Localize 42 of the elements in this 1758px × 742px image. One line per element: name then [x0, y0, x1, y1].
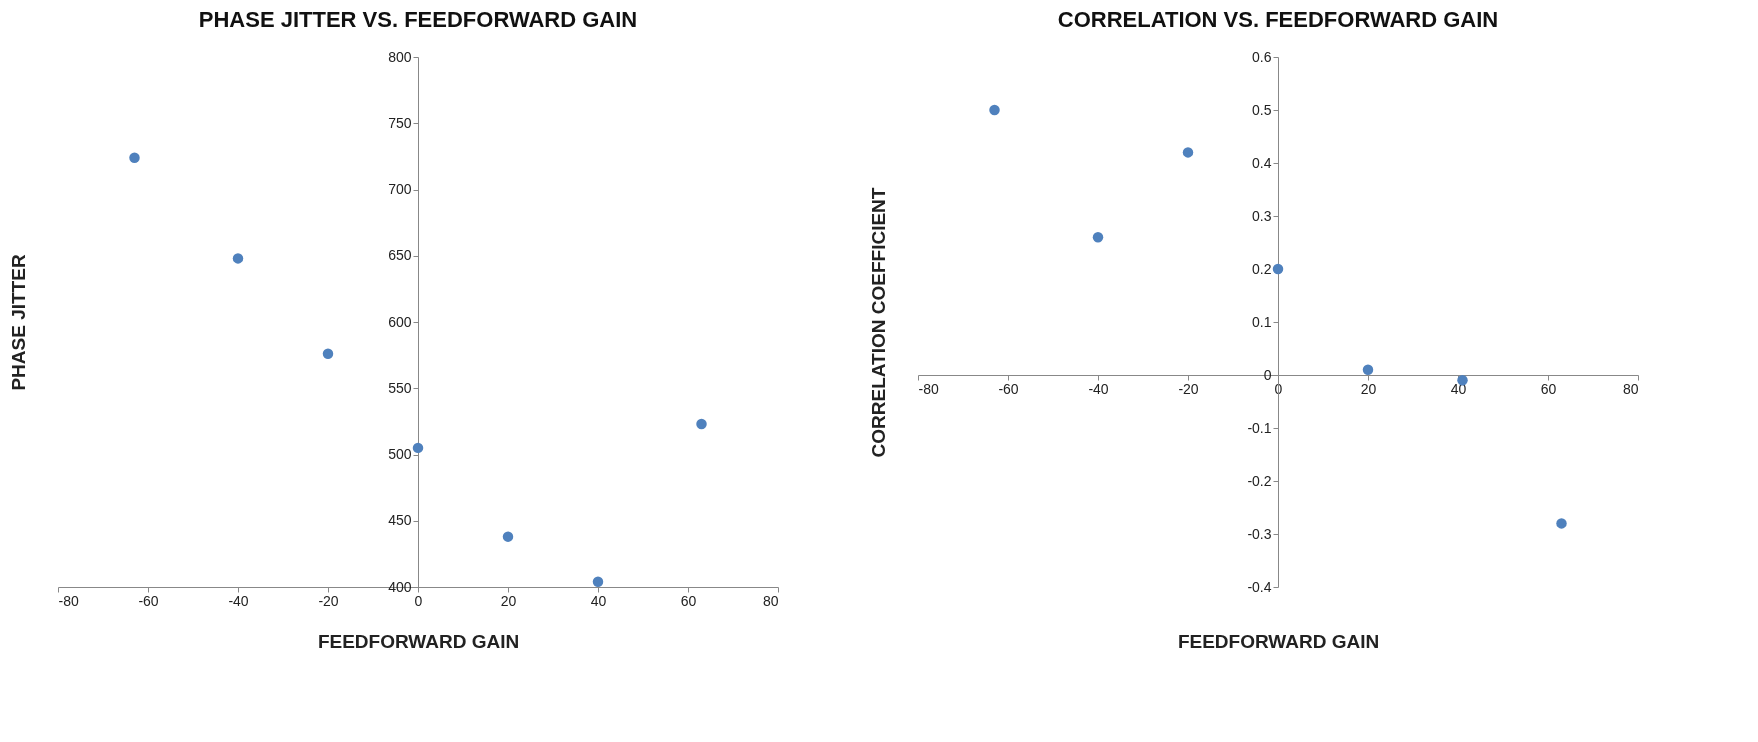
y-tick-label: 650 — [388, 247, 412, 264]
y-tick-label: 550 — [388, 379, 412, 396]
x-tick-label: 60 — [680, 592, 697, 609]
y-tick-label: 0.2 — [1252, 260, 1272, 277]
x-tick-label: 20 — [500, 592, 517, 609]
y-tick-label: -0.2 — [1247, 472, 1272, 489]
x-tick-label: -40 — [1088, 380, 1109, 397]
y-axis-title: CORRELATION COEFFICIENT — [867, 187, 889, 458]
x-tick-label: -20 — [318, 592, 339, 609]
x-tick-label: 80 — [762, 592, 779, 609]
x-tick-label: -40 — [228, 592, 249, 609]
x-axis-title: FEEDFORWARD GAIN — [317, 630, 520, 652]
y-tick-label: 450 — [388, 512, 412, 529]
chart-title: CORRELATION VS. FEEDFORWARD GAIN — [1057, 7, 1499, 32]
y-tick-label: 0.5 — [1252, 101, 1272, 118]
y-tick-label: -0.3 — [1247, 525, 1272, 542]
x-tick-label: 60 — [1540, 380, 1557, 397]
y-tick-label: 0.4 — [1252, 154, 1272, 171]
y-tick-label: 700 — [388, 181, 412, 197]
x-tick-label: -20 — [1178, 380, 1199, 397]
y-tick-label: 600 — [388, 313, 412, 330]
x-tick-label: -80 — [918, 380, 939, 397]
y-tick-label: 800 — [388, 48, 412, 65]
x-tick-label: -60 — [998, 380, 1019, 397]
y-tick-label: 0.6 — [1252, 48, 1272, 65]
x-tick-label: 40 — [590, 592, 607, 609]
x-tick-label: -60 — [138, 592, 159, 609]
x-tick-label: 20 — [1360, 380, 1377, 397]
y-tick-label: 0.1 — [1252, 313, 1272, 330]
x-tick-label: 80 — [1622, 380, 1639, 397]
x-axis-title: FEEDFORWARD GAIN — [1177, 630, 1380, 652]
y-tick-label: 750 — [388, 114, 412, 131]
x-tick-label: -80 — [58, 592, 79, 609]
y-axis-title: PHASE JITTER — [7, 254, 29, 391]
y-tick-label: 0.3 — [1252, 207, 1272, 224]
y-tick-label: -0.1 — [1247, 419, 1272, 436]
y-tick-label: 400 — [388, 578, 412, 595]
x-tick-label: 0 — [414, 592, 423, 609]
y-tick-label: 0 — [1263, 366, 1272, 383]
y-tick-label: -0.4 — [1247, 578, 1272, 595]
y-tick-label: 500 — [388, 446, 412, 462]
chart-title: PHASE JITTER VS. FEEDFORWARD GAIN — [198, 7, 638, 32]
